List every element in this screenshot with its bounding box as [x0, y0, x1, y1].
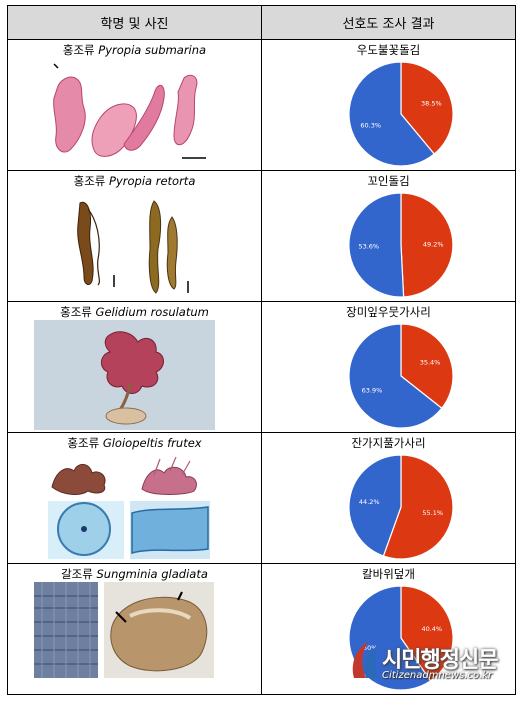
preference-cell-3: 장미잎우뭇가사리 35.4% 63.9%	[261, 301, 516, 433]
specimen-photo-gloiopeltis-frutex	[48, 456, 210, 559]
pie-slice	[348, 192, 405, 298]
pie-slice-label: 53.6%	[358, 242, 379, 250]
preference-pie-chart: 49.2% 53.6%	[348, 192, 454, 298]
pie-slice-label: 44.2%	[359, 498, 380, 506]
species-cell-1: 홍조류 Pyropia submarina	[7, 39, 262, 171]
scientific-name: Sungminia gladiata	[96, 567, 208, 581]
preference-cell-2: 꼬인돌김 49.2% 53.6%	[261, 170, 516, 302]
pie-slice	[400, 585, 454, 682]
header-preference-result: 선호도 조사 결과	[261, 5, 516, 40]
watermark-subtitle: Citizenadmnews.co.kr	[382, 670, 493, 681]
common-name: 우도불꽃돌김	[356, 43, 421, 57]
species-title-3: 홍조류 Gelidium rosulatum	[8, 302, 261, 320]
species-cell-2: 홍조류 Pyropia retorta	[7, 170, 262, 302]
algae-group-label: 홍조류	[73, 174, 106, 188]
pie-slice-label: 38.5%	[421, 100, 442, 108]
specimen-photo-pyropia-submarina	[53, 63, 206, 159]
species-title-2: 홍조류 Pyropia retorta	[8, 171, 261, 189]
species-title-4: 홍조류 Gloiopeltis frutex	[8, 433, 261, 451]
pie-slice-label: 50%	[363, 644, 377, 652]
algae-group-label: 홍조류	[60, 305, 92, 319]
pie-slice	[382, 454, 454, 560]
common-name: 꼬인돌김	[367, 174, 410, 188]
preference-cell-4: 잔가지풀가사리 55.1% 44.2%	[261, 432, 516, 564]
scientific-name: Gelidium rosulatum	[95, 305, 209, 319]
pie-slice	[348, 61, 436, 167]
pie-slice-label: 40.4%	[421, 625, 442, 633]
species-cell-3: 홍조류 Gelidium rosulatum	[7, 301, 262, 433]
pie-slice	[348, 323, 443, 429]
scientific-name: Pyropia retorta	[109, 174, 196, 188]
preference-cell-5: 칼바위덮개 40.4% 50%	[261, 563, 516, 695]
specimen-photo-gelidium-rosulatum	[34, 320, 215, 430]
preference-pie-chart: 55.1% 44.2%	[348, 454, 454, 560]
pie-slice-label: 60.3%	[360, 121, 381, 129]
news-logo-icon	[352, 642, 378, 678]
specimen-photo-sungminia-gladiata	[34, 582, 214, 678]
pie-slice-label: 35.4%	[420, 358, 441, 366]
pie-slice-label: 49.2%	[423, 241, 444, 249]
pie-slice-label: 55.1%	[422, 509, 443, 517]
species-title-5: 갈조류 Sungminia gladiata	[8, 564, 261, 582]
seaweed-preference-table: 학명 및 사진 선호도 조사 결과 홍조류 Pyropia submarina	[7, 5, 516, 695]
algae-group-label: 홍조류	[62, 43, 95, 57]
scientific-name: Gloiopeltis frutex	[102, 436, 202, 450]
species-cell-4: 홍조류 Gloiopeltis frutex	[7, 432, 262, 564]
pie-slice	[400, 192, 454, 298]
species-title-1: 홍조류 Pyropia submarina	[8, 40, 261, 58]
pie-slice	[400, 61, 454, 155]
preference-pie-chart: 35.4% 63.9%	[348, 323, 454, 429]
common-name: 잔가지풀가사리	[351, 436, 426, 450]
common-name: 칼바위덮개	[362, 567, 415, 581]
news-watermark: 시민행정신문 Citizenadmnews.co.kr	[348, 636, 508, 688]
common-name: 장미잎우뭇가사리	[346, 305, 431, 319]
species-cell-5: 갈조류 Sungminia gladiata	[7, 563, 262, 695]
scientific-name: Pyropia submarina	[98, 43, 207, 57]
specimen-photo-pyropia-retorta	[77, 200, 189, 294]
pie-slice-label: 63.9%	[362, 387, 383, 395]
pie-slice	[348, 454, 402, 557]
header-scientific-name-photo: 학명 및 사진	[7, 5, 262, 40]
algae-group-label: 갈조류	[61, 567, 93, 581]
pie-slice	[400, 323, 454, 410]
algae-group-label: 홍조류	[67, 436, 100, 450]
watermark-title: 시민행정신문	[382, 648, 498, 673]
preference-pie-chart: 38.5% 60.3%	[348, 61, 454, 167]
preference-cell-1: 우도불꽃돌김 38.5% 60.3%	[261, 39, 516, 171]
